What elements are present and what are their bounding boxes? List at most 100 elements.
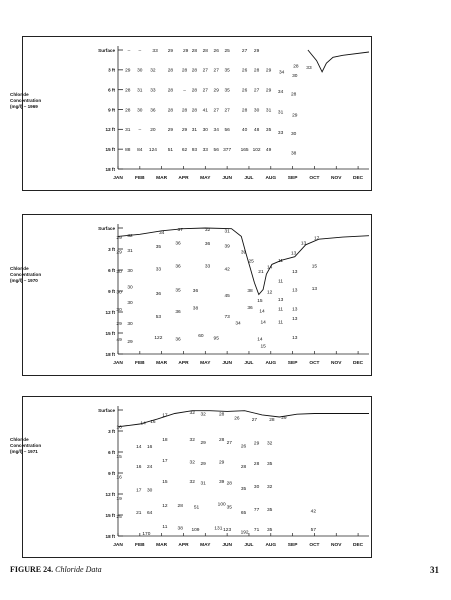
data-value: 32	[200, 411, 206, 417]
x-tick-label: NOV	[331, 542, 342, 548]
data-value: 35	[175, 287, 181, 293]
chart-label-1969: Chloride Concentration (mg/l) – 1969	[10, 92, 41, 110]
data-value: 19	[116, 496, 122, 502]
y-tick-label: 15 ft	[106, 513, 116, 518]
y-tick-label: 9 ft	[108, 107, 115, 112]
data-value: 30	[127, 300, 133, 306]
data-value: 29	[116, 235, 122, 241]
data-value: –	[183, 88, 186, 93]
label-line: (mg/l) – 1969	[10, 104, 38, 109]
data-value: 131	[214, 525, 222, 531]
data-value: 12	[162, 503, 168, 509]
data-value: 56	[224, 127, 230, 133]
data-value: 109	[191, 527, 199, 533]
data-value: 29	[266, 87, 272, 93]
data-value: 36	[156, 291, 162, 297]
data-value: 29	[168, 127, 174, 133]
y-tick-label: 9 ft	[108, 289, 115, 294]
data-value: 84	[137, 147, 143, 153]
label-line: Concentration	[10, 98, 42, 103]
x-tick-label: FEB	[135, 542, 145, 548]
data-value: 26	[241, 444, 247, 450]
data-value: 40	[242, 127, 248, 133]
data-value: 28	[203, 48, 209, 54]
data-value: 35	[241, 486, 247, 492]
x-tick-label: JUL	[244, 175, 253, 181]
data-value: 29	[182, 127, 188, 133]
data-value: 30	[127, 321, 133, 327]
data-value: 17	[162, 413, 168, 419]
data-value: 28	[192, 107, 198, 113]
data-value: 32	[267, 441, 273, 447]
x-tick-label: NOV	[331, 175, 342, 181]
data-value: 32	[205, 227, 211, 233]
data-value: 33	[152, 48, 158, 54]
x-tick-label: JAN	[113, 542, 123, 548]
data-value: 16	[116, 474, 122, 480]
data-value: 13	[292, 306, 298, 312]
data-value: 29	[183, 48, 189, 54]
data-value: 28	[182, 107, 188, 113]
data-value: 35	[224, 68, 230, 74]
label-line: Concentration	[10, 272, 42, 277]
data-value: 31	[266, 107, 272, 113]
label-line: Chloride	[10, 266, 29, 271]
label-line: (mg/l) – 1971	[10, 449, 38, 454]
data-value: 30	[147, 488, 153, 494]
data-value: 15	[162, 479, 168, 485]
data-value: 35	[227, 504, 233, 510]
data-value: 38	[193, 306, 199, 312]
data-value: 29	[219, 460, 225, 466]
data-value: 34	[214, 127, 220, 133]
data-value: 45	[224, 293, 230, 299]
data-value: 11	[278, 278, 283, 284]
data-value: 30	[254, 484, 260, 490]
data-value: 11	[278, 258, 283, 264]
data-value: 29	[116, 321, 122, 327]
data-value: 30	[137, 68, 143, 74]
data-value: 29	[125, 68, 131, 74]
data-value: 51	[168, 147, 174, 153]
data-value: 31	[224, 229, 230, 235]
y-tick-label: 6 ft	[108, 450, 115, 455]
data-value: 14	[260, 320, 266, 326]
chart-panel-1971: Surface 3 ft 6 ft 9 ft 12 ft 15 ft 18 ft JAN FEB…	[22, 396, 372, 558]
data-value: 31	[192, 127, 198, 133]
x-tick-label: JUN	[222, 360, 232, 366]
x-tick-label: APR	[178, 360, 189, 366]
caption-title: Chloride Data	[55, 565, 102, 574]
page-number: 31	[430, 565, 439, 575]
x-tick-label: JUL	[244, 360, 253, 366]
data-value: 73	[224, 314, 230, 320]
data-value: 29	[254, 48, 260, 54]
data-value: 27	[203, 68, 209, 74]
x-tick-label: OCT	[309, 175, 319, 181]
data-value: 49	[116, 337, 122, 343]
x-tick-label: MAR	[156, 360, 167, 366]
data-value: 28	[192, 68, 198, 74]
x-tick-label: DEC	[353, 175, 364, 181]
chart-panel-1970: Surface 3 ft 6 ft 9 ft 12 ft 15 ft 18 ft JAN FEB…	[22, 214, 372, 376]
data-value: 28	[125, 87, 131, 93]
x-tick-label: JAN	[113, 175, 123, 181]
data-value: 51	[194, 504, 200, 510]
data-value: 13	[292, 335, 298, 341]
data-value: 28	[168, 68, 174, 74]
x-tick-label: AUG	[265, 175, 276, 181]
y-tick-label: 6 ft	[108, 268, 115, 273]
data-value: 29	[168, 48, 174, 54]
data-value: 13	[301, 241, 307, 247]
data-value: 31	[200, 481, 206, 487]
data-value: 28	[219, 411, 225, 417]
data-value: 14	[136, 444, 142, 450]
data-value: 28	[241, 464, 247, 470]
x-tick-label: MAY	[200, 360, 211, 366]
data-value: 33	[306, 65, 312, 71]
y-tick-label: 18 ft	[106, 167, 116, 172]
data-value: 377	[223, 147, 231, 153]
data-value: 38	[247, 288, 253, 294]
data-value: 32	[127, 233, 133, 239]
data-value: 32	[190, 410, 196, 416]
y-tick-label: 12 ft	[106, 310, 116, 315]
data-value: 27	[203, 87, 209, 93]
